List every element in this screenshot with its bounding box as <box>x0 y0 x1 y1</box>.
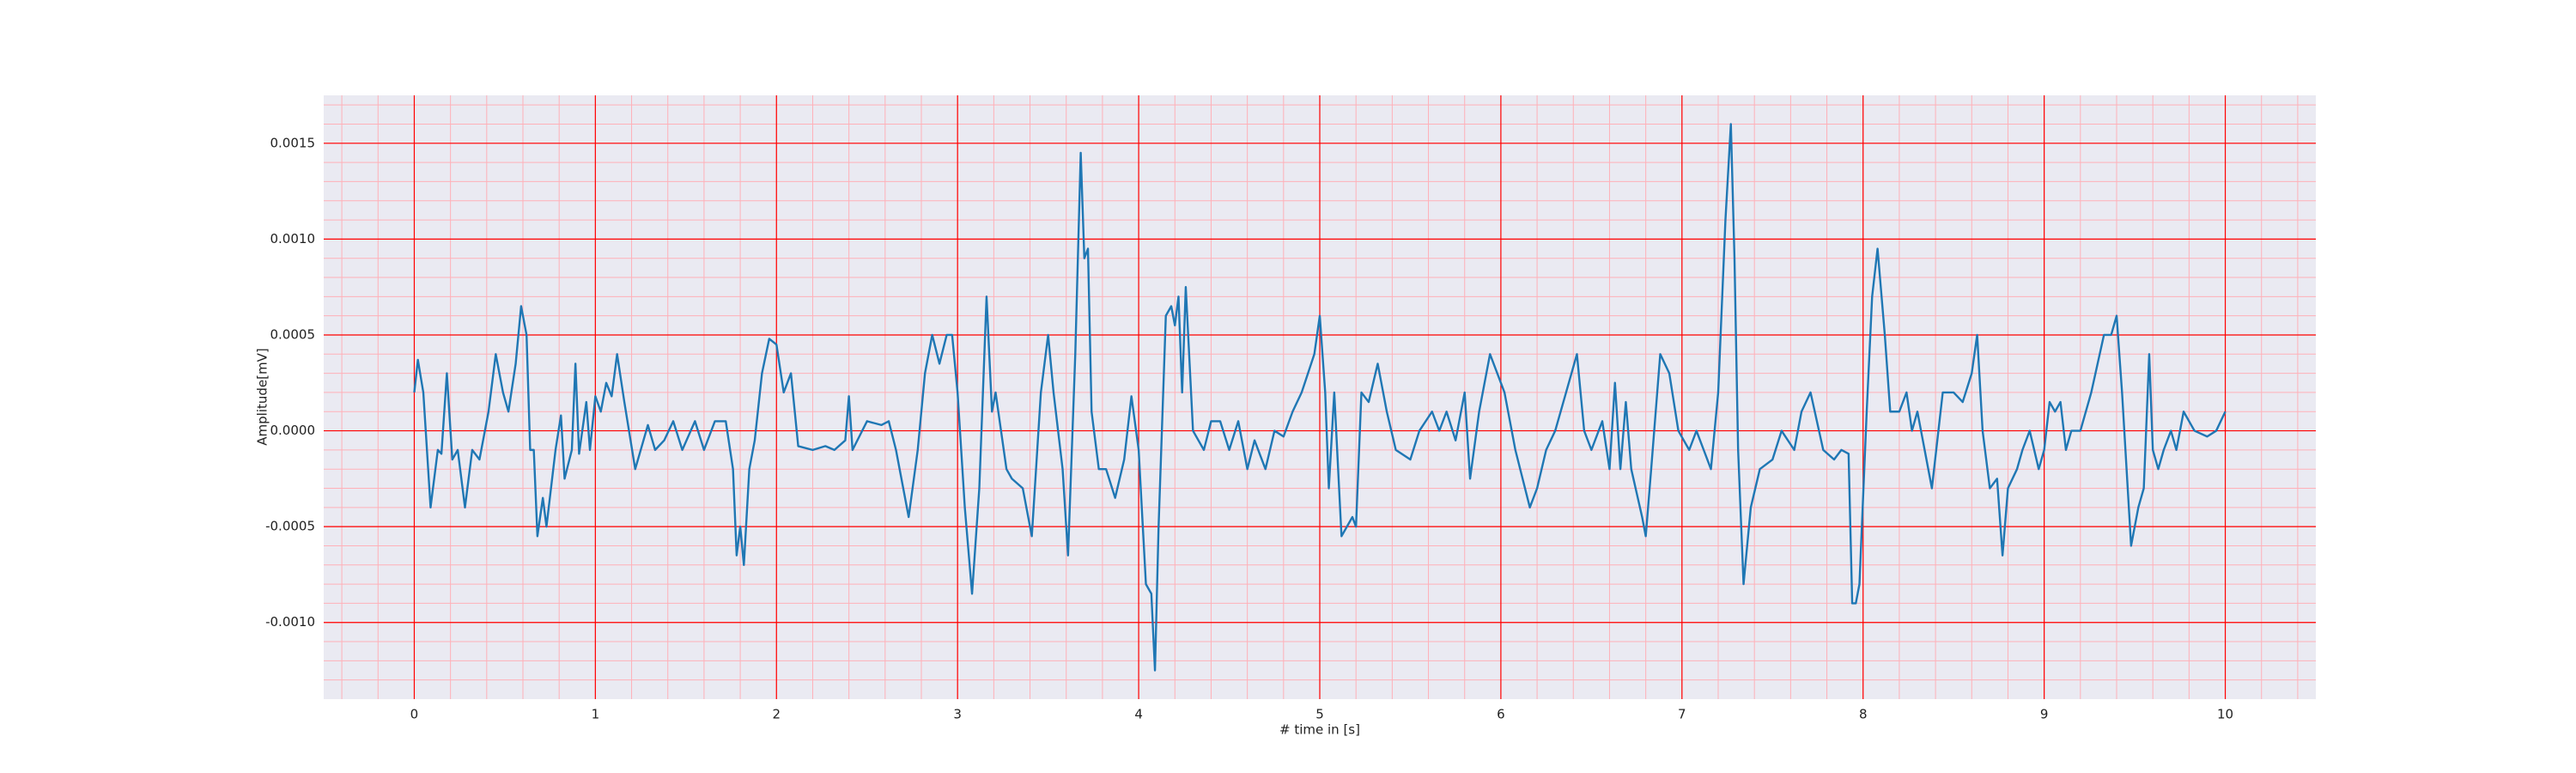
x-tick-label: 5 <box>1315 707 1324 722</box>
x-tick-label: 6 <box>1497 707 1505 722</box>
x-axis-label: # time in [s] <box>1279 722 1360 738</box>
x-tick-label: 2 <box>772 707 781 722</box>
x-tick-label: 10 <box>2217 707 2233 722</box>
y-tick-label: 0.0015 <box>270 135 316 150</box>
y-tick-label: -0.0005 <box>265 519 315 534</box>
y-axis-label: Amplitude[mV] <box>255 348 270 445</box>
y-tick-label: 0.0010 <box>270 231 316 247</box>
y-tick-label: 0.0000 <box>270 423 316 438</box>
x-tick-label: 7 <box>1678 707 1686 722</box>
signal-line <box>413 123 2227 672</box>
x-tick-label: 9 <box>2040 707 2049 722</box>
x-tick-label: 8 <box>1859 707 1868 722</box>
x-tick-label: 3 <box>953 707 962 722</box>
x-tick-label: 0 <box>410 707 419 722</box>
y-tick-label: -0.0010 <box>265 614 315 630</box>
x-tick-label: 4 <box>1134 707 1143 722</box>
y-tick-label: 0.0005 <box>270 326 316 342</box>
x-tick-label: 1 <box>592 707 600 722</box>
